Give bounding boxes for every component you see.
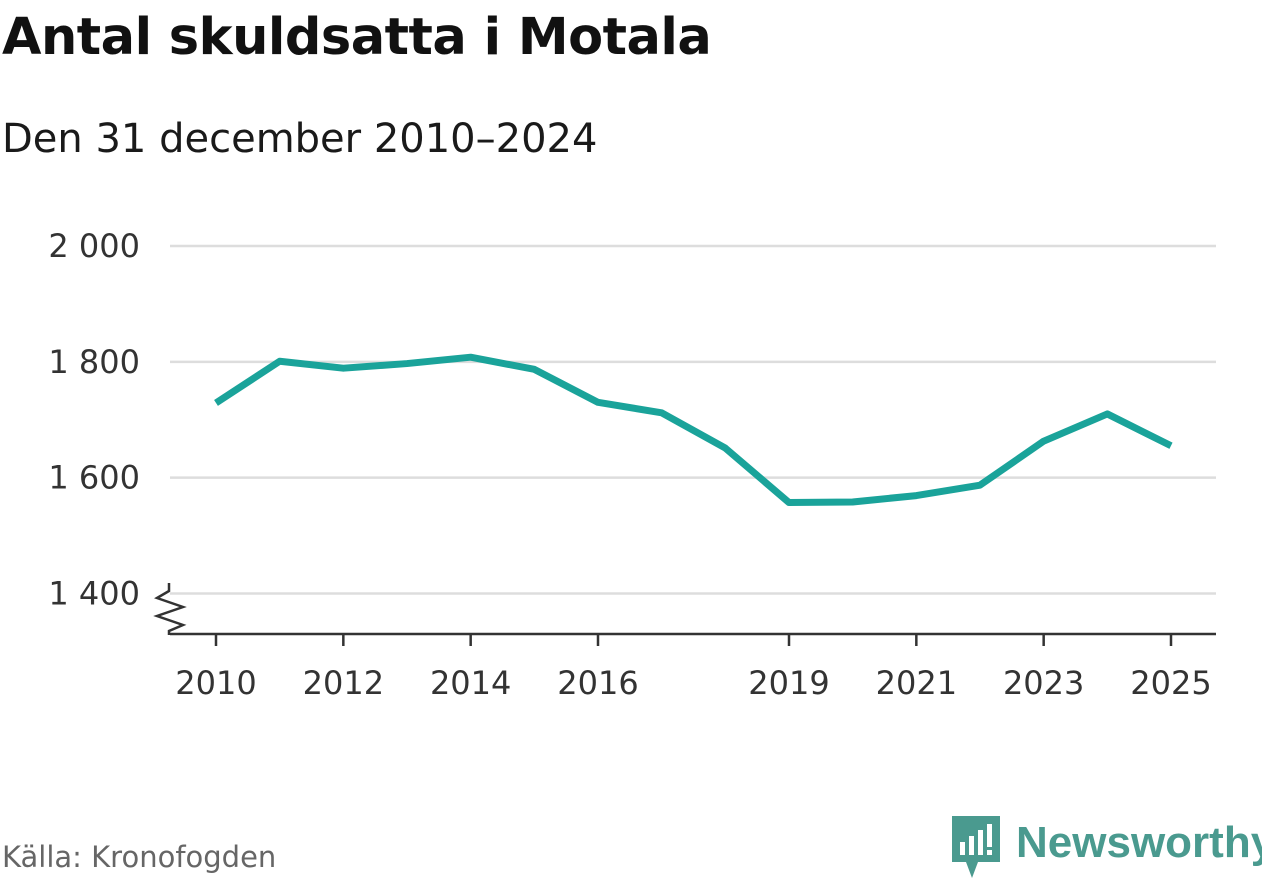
source-note: Källa: Kronofogden xyxy=(2,840,277,874)
x-tick-label: 2021 xyxy=(876,664,957,702)
x-tick-label: 2019 xyxy=(748,664,829,702)
x-tick-label: 2023 xyxy=(1003,664,1084,702)
y-tick-label: 1 800 xyxy=(48,343,140,381)
y-tick-label: 1 400 xyxy=(48,574,140,612)
zigzag-axis-break-icon xyxy=(153,583,187,635)
x-tick-label: 2016 xyxy=(557,664,638,702)
chart-subtitle: Den 31 december 2010–2024 xyxy=(2,116,598,162)
x-tick-label: 2012 xyxy=(303,664,384,702)
brand-logo: Newsworthy xyxy=(952,816,1262,878)
y-tick-label: 1 600 xyxy=(48,459,140,497)
brand-name: Newsworthy xyxy=(1016,818,1262,867)
chart-title: Antal skuldsatta i Motala xyxy=(2,8,712,67)
x-tick-label: 2025 xyxy=(1130,664,1211,702)
bar-chart-speech-bubble-icon xyxy=(952,816,1000,878)
series-line xyxy=(214,353,1173,507)
x-tick-label: 2014 xyxy=(430,664,511,702)
y-tick-label: 2 000 xyxy=(48,227,140,265)
x-tick-label: 2010 xyxy=(175,664,256,702)
